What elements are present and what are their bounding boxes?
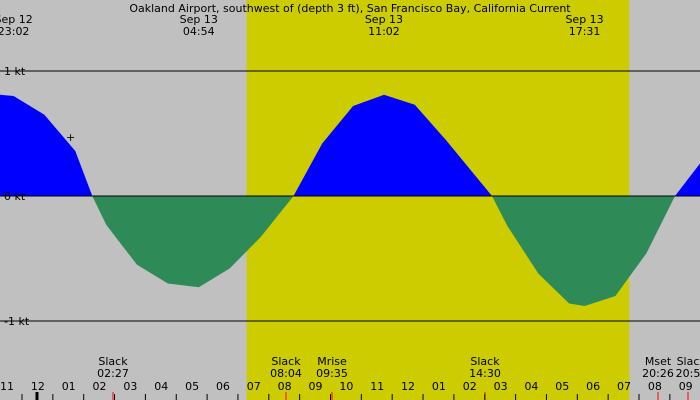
hour-tick-label: 05 (185, 380, 199, 393)
peak-time-label: 04:54 (183, 25, 215, 38)
y-tick-label: -1 kt (4, 315, 30, 328)
event-time-label: 09:35 (316, 367, 348, 380)
hour-tick-label: 07 (247, 380, 261, 393)
hour-tick-label: 09 (679, 380, 693, 393)
hour-tick-label: 04 (524, 380, 538, 393)
hour-tick-label: 10 (339, 380, 353, 393)
hour-tick-label: 03 (123, 380, 137, 393)
hour-tick-label: 12 (31, 380, 45, 393)
hour-tick-label: 06 (216, 380, 230, 393)
hour-tick-label: 12 (401, 380, 415, 393)
hour-tick-label: 02 (93, 380, 107, 393)
peak-date-label: Sep 13 (365, 13, 403, 26)
hour-tick-label: 08 (648, 380, 662, 393)
event-name-label: Slack (470, 355, 500, 368)
hour-tick-label: 01 (62, 380, 76, 393)
hour-tick-label: 04 (154, 380, 168, 393)
peak-time-label: 17:31 (569, 25, 601, 38)
hour-tick-label: 02 (463, 380, 477, 393)
hour-tick-label: 05 (555, 380, 569, 393)
peak-date-label: Sep 13 (565, 13, 603, 26)
event-time-label: 20:26 (642, 367, 674, 380)
hour-tick-label: 06 (586, 380, 600, 393)
hour-tick-label: 11 (370, 380, 384, 393)
event-name-label: Mset (645, 355, 672, 368)
hour-tick-label: 11 (0, 380, 14, 393)
peak-date-label: Sep 12 (0, 13, 33, 26)
event-name-label: Slac (677, 355, 700, 368)
y-tick-label: 1 kt (4, 65, 26, 78)
peak-time-label: 23:02 (0, 25, 29, 38)
current-marker: + (66, 131, 75, 144)
event-time-label: 20:5 (676, 367, 700, 380)
hour-tick-label: 08 (278, 380, 292, 393)
hour-tick-label: 07 (617, 380, 631, 393)
flood-current-area (0, 94, 700, 196)
peak-date-label: Sep 13 (180, 13, 218, 26)
y-tick-label: 0 kt (4, 190, 26, 203)
event-name-label: Slack (271, 355, 301, 368)
peak-time-label: 11:02 (368, 25, 400, 38)
event-time-label: 08:04 (270, 367, 302, 380)
event-time-label: 02:27 (97, 367, 129, 380)
hour-tick-label: 03 (494, 380, 508, 393)
event-time-label: 14:30 (469, 367, 501, 380)
hour-tick-label: 01 (432, 380, 446, 393)
event-name-label: Mrise (317, 355, 347, 368)
event-name-label: Slack (98, 355, 128, 368)
ebb-current-area (0, 196, 700, 306)
hour-tick-label: 09 (309, 380, 323, 393)
chart-title: Oakland Airport, southwest of (depth 3 f… (129, 2, 571, 15)
